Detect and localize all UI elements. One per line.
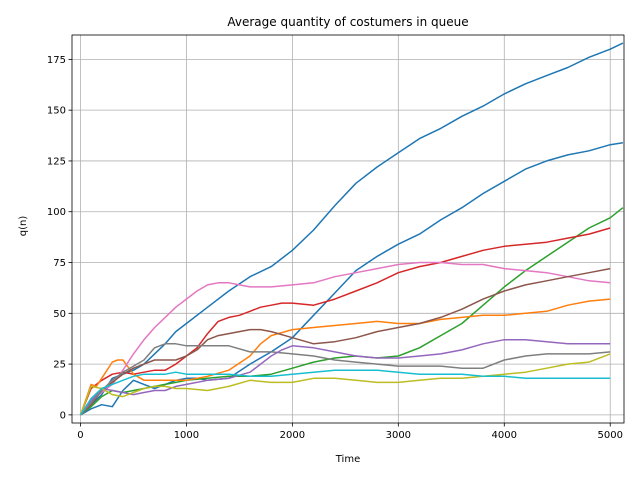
y-tick-label: 0 [60,410,66,421]
x-tick-label: 4000 [492,430,517,441]
axes-frame [71,34,625,424]
series-line [79,267,611,416]
x-axis-label: Time [335,454,360,465]
series-line [79,261,611,416]
series-line [79,227,611,416]
y-tick-label: 100 [47,207,66,218]
x-tick-label: 2000 [280,430,305,441]
axis-ticks: 0 1000 2000 3000 4000 5000 0 25 50 75 100 125 150 175 [47,55,623,441]
x-tick-label: 1000 [174,430,199,441]
series-line [79,343,611,416]
x-tick-label: 3000 [386,430,411,441]
y-tick-label: 175 [47,55,66,66]
y-tick-label: 50 [53,309,66,320]
y-tick-label: 150 [47,106,66,117]
chart-title: Average quantity of costumers in queue [227,15,468,29]
series-line [79,338,611,416]
x-tick-label: 0 [77,430,83,441]
series-line [80,207,624,416]
y-axis-label: q(n) [18,216,29,237]
series-line [79,298,611,416]
series-line [79,42,624,416]
y-tick-label: 125 [47,156,66,167]
series-line [79,369,611,416]
x-tick-label: 5000 [597,430,622,441]
y-tick-label: 25 [53,360,66,371]
plot-lines [79,42,624,416]
grid-lines [72,35,624,423]
series-line [79,353,611,416]
y-tick-label: 75 [53,258,66,269]
